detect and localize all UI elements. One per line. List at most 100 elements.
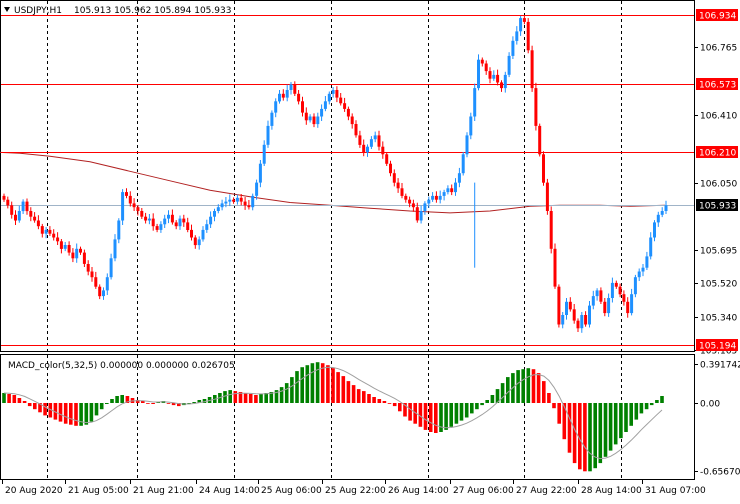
macd-bar: [362, 391, 366, 403]
x-tick-label: 24 Aug 14:00: [199, 486, 260, 496]
candle-body: [304, 112, 308, 121]
candle-body: [584, 315, 588, 325]
candle-body: [434, 195, 438, 200]
candle-body: [251, 195, 255, 208]
candle-body: [308, 116, 312, 121]
candle-body: [377, 135, 381, 147]
macd-bar: [480, 403, 484, 406]
candle-body: [278, 93, 281, 102]
macd-bar: [79, 403, 83, 426]
x-tick-label: 25 Aug 22:00: [325, 486, 386, 496]
candle-body: [572, 309, 576, 321]
macd-bar: [310, 363, 315, 403]
macd-bar: [346, 381, 351, 403]
macd-bar: [89, 403, 94, 422]
macd-bar: [94, 403, 99, 416]
candle-body: [354, 124, 358, 136]
macd-bar: [264, 393, 268, 403]
candle-body: [519, 18, 523, 32]
macd-bar: [434, 403, 438, 433]
macd-bar: [238, 392, 243, 403]
symbol-label: USDJPY,H1: [14, 6, 62, 16]
macd-bar: [619, 403, 623, 439]
candle-body: [182, 218, 186, 223]
macd-bar: [38, 403, 42, 413]
macd-bar: [500, 383, 505, 403]
macd-bar: [12, 395, 17, 403]
candle-body: [140, 211, 144, 217]
candle-body: [580, 315, 584, 329]
price-axis: 106.765 106.410 106.050 105.695 105.520 105.3…: [694, 9, 738, 357]
time-axis: 20 Aug 2020 21 Aug 05:00 21 Aug 21:00 24 Au…: [2, 480, 706, 496]
candle-body: [235, 197, 239, 202]
macd-bar: [449, 403, 453, 427]
macd-bar: [423, 403, 428, 430]
candle-body: [98, 286, 102, 297]
level-price-tag: [696, 146, 738, 158]
macd-bar: [578, 403, 582, 470]
candle-body: [266, 125, 270, 145]
candle-body: [247, 205, 251, 208]
candle-body: [239, 197, 243, 202]
macd-bar: [613, 403, 618, 445]
macd-bar: [593, 403, 597, 469]
macd-bar: [444, 403, 448, 430]
macd-signal-line: [3, 366, 663, 460]
candle-body: [350, 116, 354, 125]
candle-body: [630, 294, 634, 314]
main-panel-frame: [0, 0, 695, 352]
candle-body: [492, 74, 496, 79]
candle-body: [25, 201, 29, 212]
current-price-tag: [696, 199, 738, 211]
candle-body: [522, 18, 526, 22]
macd-bar: [305, 365, 310, 403]
candle-body: [40, 226, 44, 234]
candle-body: [67, 245, 71, 253]
macd-bar: [598, 403, 603, 464]
collapse-triangle-icon[interactable]: [4, 7, 10, 12]
macd-bar: [202, 399, 207, 403]
candle-body: [496, 74, 500, 83]
candle-body: [538, 125, 542, 155]
candle-body: [385, 154, 389, 164]
x-tick-label: 26 Aug 14:00: [388, 486, 449, 496]
candle-body: [595, 290, 599, 297]
candle-body: [86, 264, 90, 272]
macd-bar: [495, 389, 500, 403]
candle-body: [362, 144, 366, 153]
macd-bar: [439, 403, 443, 432]
macd-bar: [197, 400, 202, 403]
candle-body: [415, 207, 419, 221]
candle-body: [542, 154, 545, 183]
x-tick-label: 27 Aug 22:00: [516, 486, 577, 496]
macd-bar: [177, 403, 181, 407]
candle-body: [94, 277, 98, 287]
candle-body: [312, 116, 316, 125]
candle-body: [419, 211, 423, 221]
candle-body: [450, 188, 454, 193]
candle-body: [346, 108, 350, 117]
macd-bar: [536, 373, 541, 403]
macd-bar: [269, 392, 274, 403]
candle-body: [63, 245, 67, 249]
y-tick-label: 105.165: [700, 347, 737, 357]
candle-body: [151, 218, 155, 227]
macd-bar: [475, 403, 479, 410]
macd-bar: [135, 400, 140, 403]
candle-body: [274, 101, 278, 113]
candle-body: [545, 182, 549, 211]
candle-body: [610, 282, 614, 298]
candle-body: [205, 224, 209, 230]
macd-bar: [557, 403, 561, 424]
candle-body: [369, 139, 373, 147]
candle-body: [381, 146, 385, 155]
candle-body: [396, 182, 400, 189]
candle-body: [71, 252, 75, 259]
candle-body: [33, 216, 37, 221]
level-price-label: 105.194: [699, 342, 736, 352]
x-tick-label: 31 Aug 07:00: [645, 486, 706, 496]
x-tick-label: 21 Aug 21:00: [133, 486, 194, 496]
candle-body: [557, 286, 561, 325]
macd-bar: [146, 403, 150, 404]
